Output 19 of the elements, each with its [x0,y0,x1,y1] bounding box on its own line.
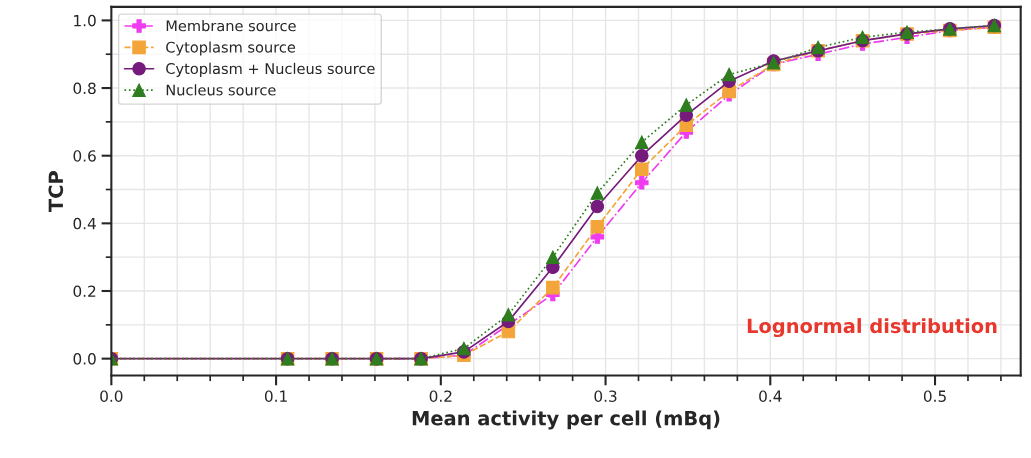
y-tick-label: 0.4 [73,217,96,230]
annotation: Lognormal distribution [747,318,997,338]
x-tick-label: 0.0 [100,390,123,402]
legend-label: Nucleus source [166,84,276,96]
x-tick-label: 0.5 [923,390,946,402]
legend-label: Cytoplasm source [166,41,296,56]
y-tick-label: 1.0 [74,14,96,27]
x-tick-label: 0.3 [594,390,617,402]
legend-label: Membrane source [166,20,296,32]
y-tick-label: 0.2 [73,285,96,298]
x-tick-label: 0.1 [264,390,287,402]
y-tick-label: 0.0 [73,353,96,365]
y-tick-label: 0.6 [73,150,96,162]
y-axis-title: TCP [48,171,64,213]
x-tick-label: 0.2 [429,390,452,402]
x-tick-label: 0.4 [759,390,782,402]
legend-label: Cytoplasm + Nucleus source [166,62,375,77]
y-tick-label: 0.8 [73,82,96,95]
x-axis-title: Mean activity per cell (mBq) [412,410,720,430]
